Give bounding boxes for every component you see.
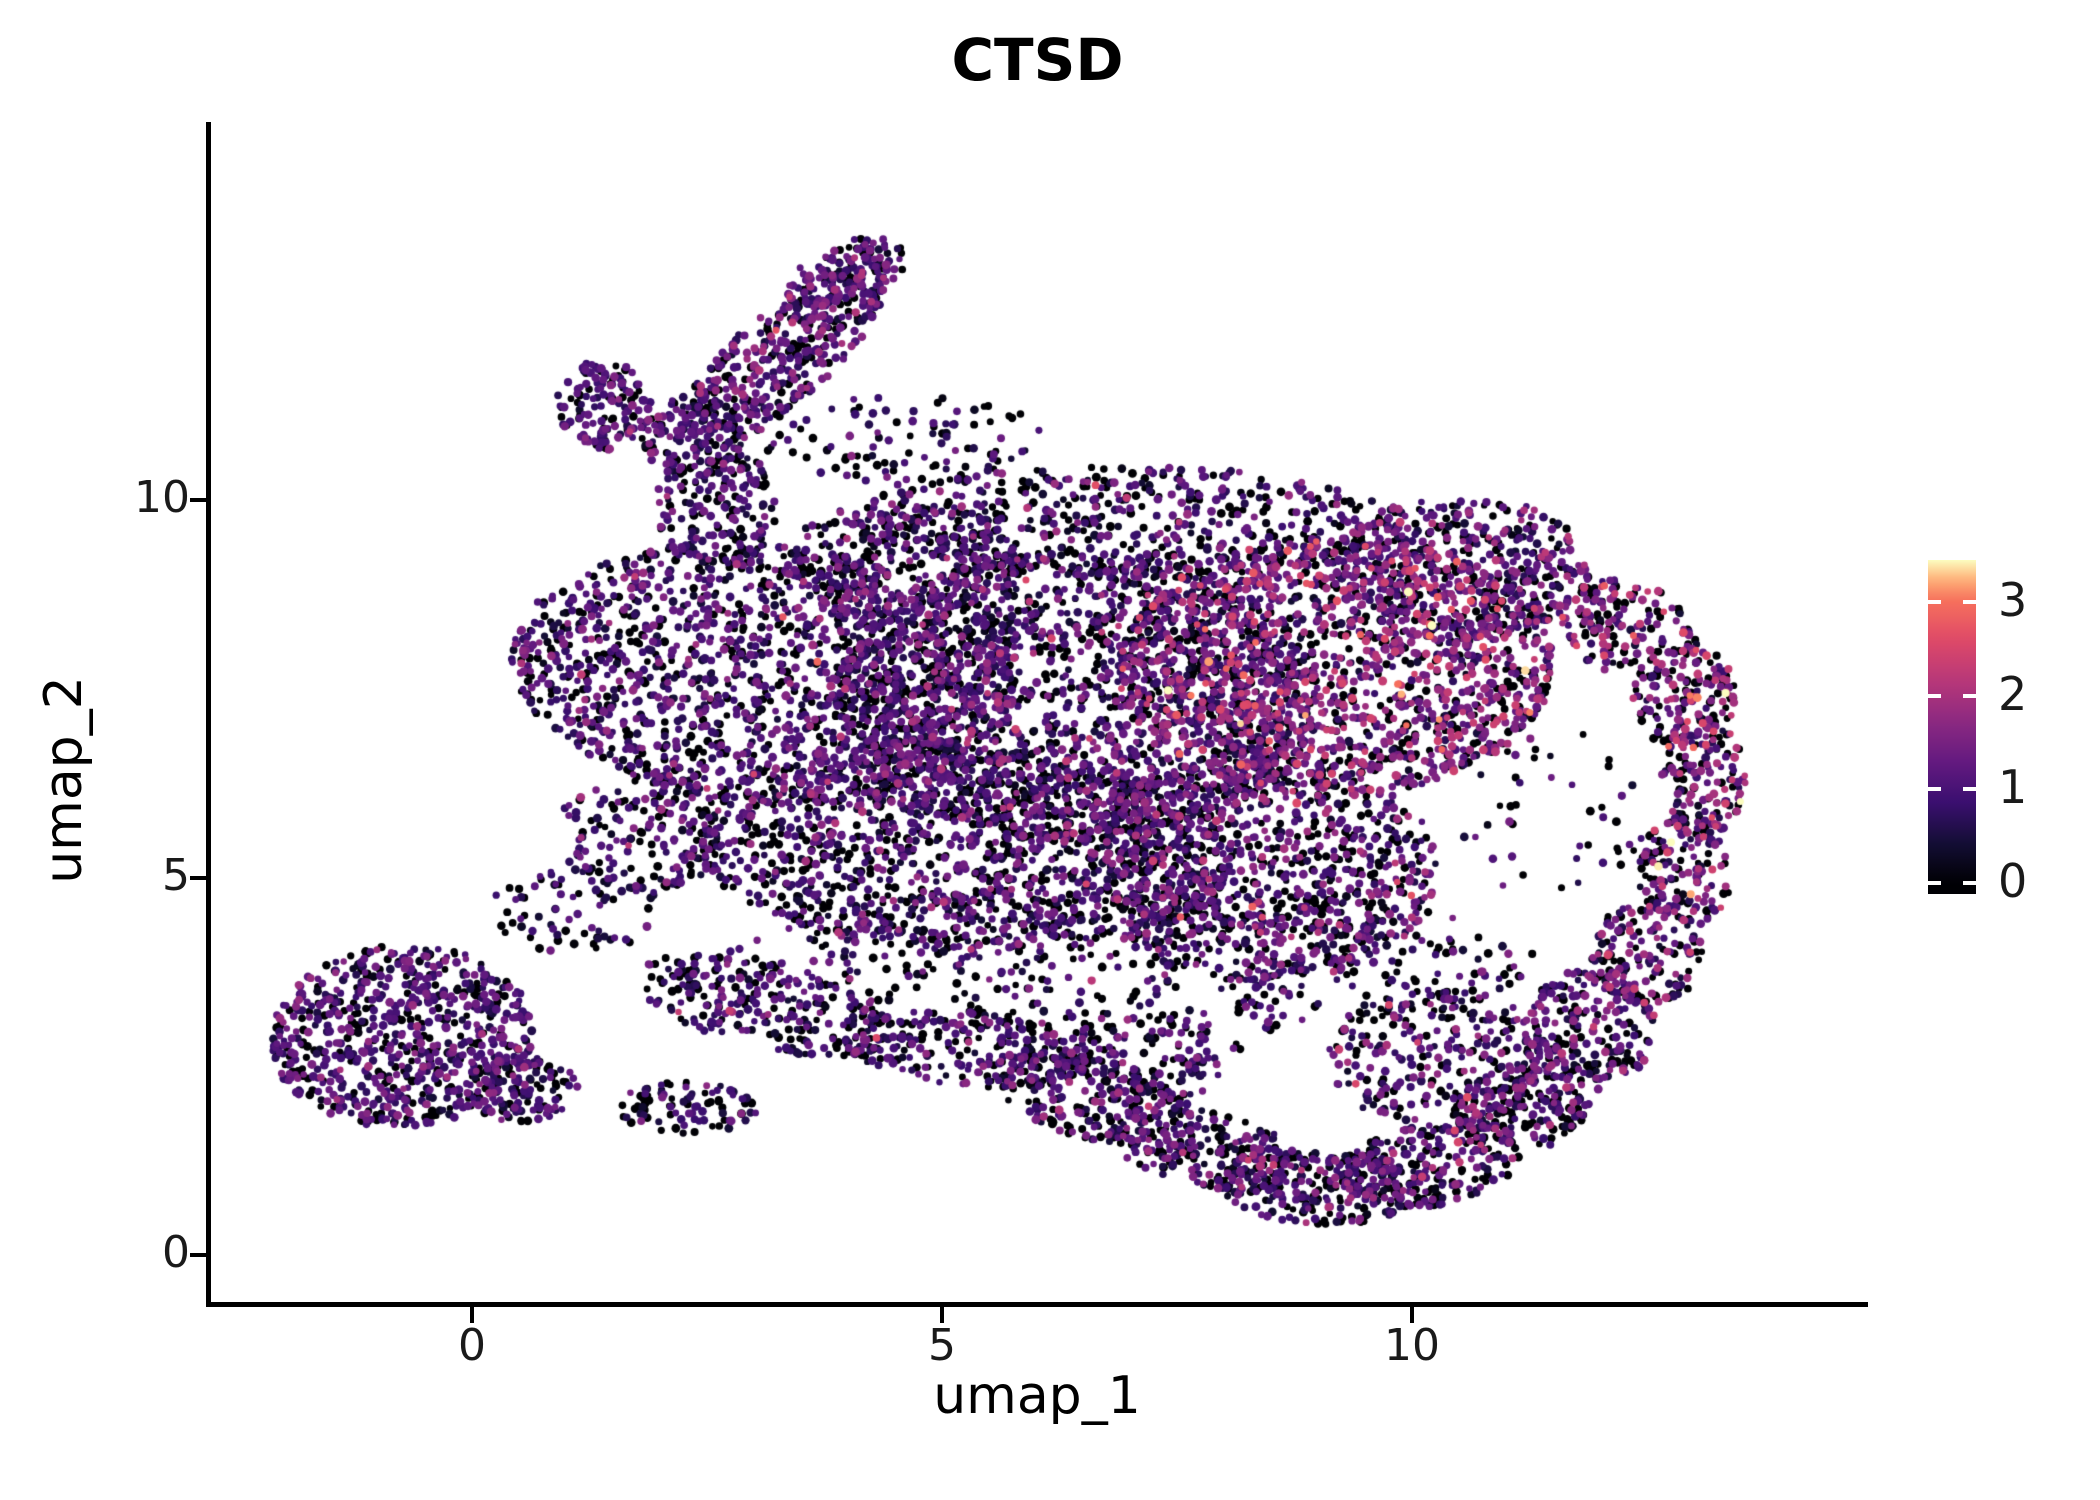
y-tick-mark [190,1253,206,1257]
x-tick-mark [940,1307,944,1323]
y-tick-label-1: 5 [162,849,190,901]
colorbar-tick-mark [1963,600,1976,605]
colorbar-tick-label-1: 1 [1998,760,2028,815]
y-tick-label-2: 10 [134,472,190,523]
y-axis-line [206,122,211,1307]
x-axis-title: umap_1 [933,1366,1141,1426]
y-tick-label-0: 0 [162,1227,190,1278]
colorbar-tick-mark [1963,880,1976,885]
x-tick-mark [1410,1307,1414,1323]
x-tick-label-1: 5 [928,1320,956,1371]
colorbar-tick-mark [1963,693,1976,698]
x-axis-line [206,1302,1868,1307]
x-tick-label-2: 10 [1384,1320,1440,1371]
y-tick-mark [190,875,206,880]
x-tick-mark [470,1307,474,1323]
colorbar-tick-mark [1928,880,1941,885]
plot-title: CTSD [951,26,1124,94]
colorbar-tick-mark [1928,693,1941,698]
colorbar-tick-label-3: 3 [1998,573,2028,628]
y-axis-title: umap_2 [34,676,94,884]
y-tick-mark [190,498,206,502]
x-tick-label-0: 0 [458,1320,486,1371]
colorbar-tick-label-0: 0 [1998,853,2028,908]
colorbar-tick-label-2: 2 [1998,666,2028,721]
colorbar-tick-mark [1963,787,1976,792]
colorbar-gradient [1928,560,1976,894]
colorbar-tick-mark [1928,787,1941,792]
colorbar-tick-mark [1928,600,1941,605]
